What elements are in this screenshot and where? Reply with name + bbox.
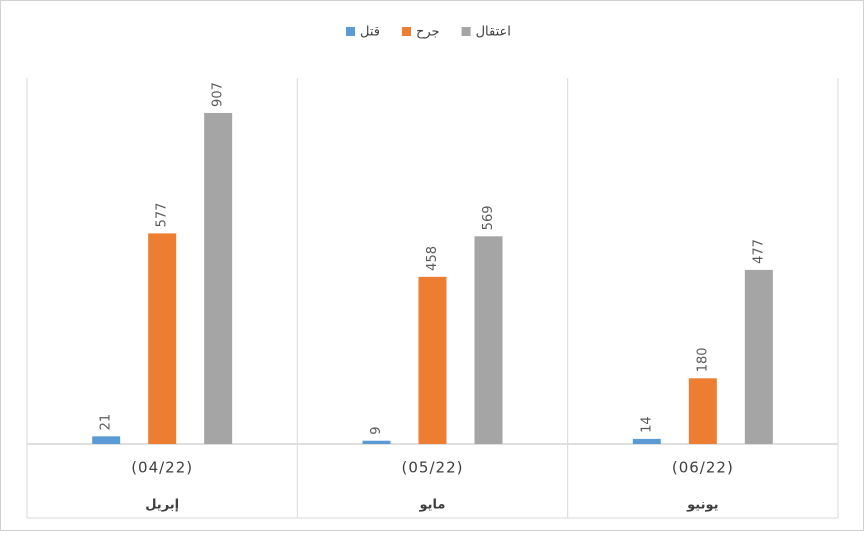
data-label: 9: [369, 426, 384, 434]
bar: [362, 440, 391, 444]
x-tick-label: (04/22): [131, 459, 193, 477]
legend-label: اعتقال: [476, 25, 511, 40]
bar: [148, 233, 177, 444]
x-group-label: إبريل: [145, 498, 179, 513]
bar: [688, 378, 717, 444]
x-group-label: مايو: [419, 498, 446, 513]
legend-swatch: [401, 27, 411, 36]
bar: [632, 438, 661, 444]
legend-label: قتل: [360, 25, 380, 40]
x-tick-label: (05/22): [402, 459, 464, 477]
data-label: 569: [481, 205, 496, 230]
data-label: 180: [695, 347, 710, 372]
x-group-label: يونيو: [686, 498, 718, 513]
bar: [418, 276, 447, 444]
data-label: 14: [639, 416, 654, 433]
data-label: 21: [99, 414, 114, 431]
data-label: 477: [751, 239, 766, 264]
bar: [474, 236, 503, 444]
legend-swatch: [346, 27, 355, 36]
x-tick-label: (06/22): [672, 459, 734, 477]
legend-swatch: [461, 27, 471, 36]
bar: [744, 269, 773, 444]
bar: [204, 112, 233, 444]
data-label: 907: [211, 82, 226, 107]
data-label: 577: [155, 203, 170, 228]
data-label: 458: [425, 246, 440, 271]
bar: [92, 436, 121, 444]
legend-label: جرح: [416, 25, 440, 40]
